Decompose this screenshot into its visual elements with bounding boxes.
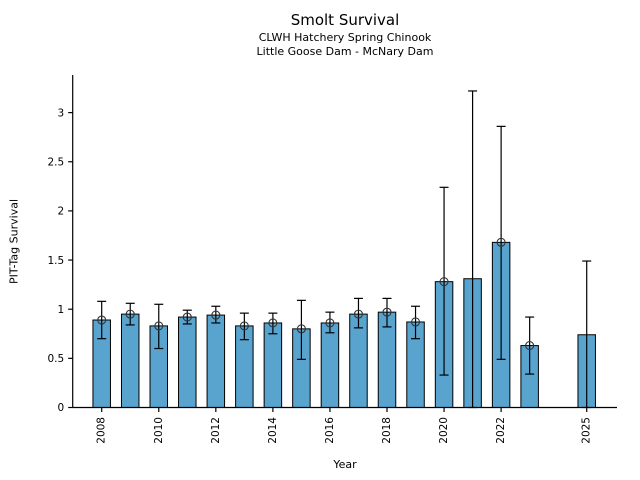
- point-marker-2015: [296, 324, 306, 334]
- bar-2014: [263, 322, 283, 409]
- point-marker-2019: [410, 317, 421, 327]
- y-tick-label-1.5: 1.5: [47, 255, 64, 267]
- bar-2012: [206, 314, 226, 408]
- x-tick-label-2014: 2014: [267, 417, 279, 444]
- point-marker-2012: [211, 310, 221, 320]
- y-tick-label-2: 2: [58, 206, 65, 218]
- y-tick-label-0.5: 0.5: [47, 353, 64, 365]
- point-marker-2010: [154, 321, 164, 331]
- chart-subtitle-reach: Little Goose Dam - McNary Dam: [256, 45, 434, 58]
- x-tick-label-2008: 2008: [96, 417, 108, 444]
- x-axis-label: Year: [333, 458, 357, 471]
- point-marker-2008: [97, 315, 107, 325]
- point-marker-2009: [125, 309, 135, 319]
- bar-2016: [320, 322, 340, 409]
- point-marker-2017: [353, 309, 364, 319]
- point-marker-2023: [525, 341, 535, 351]
- point-marker-2013: [239, 321, 249, 331]
- x-tick-label-2022: 2022: [495, 417, 507, 444]
- y-tick-label-2.5: 2.5: [47, 156, 64, 168]
- x-tick-label-2025: 2025: [581, 417, 593, 444]
- point-marker-2011: [182, 312, 192, 322]
- y-tick-label-0: 0: [58, 402, 65, 414]
- chart-subtitle-stock: CLWH Hatchery Spring Chinook: [258, 31, 432, 44]
- x-tick-label-2012: 2012: [210, 417, 222, 444]
- y-tick-label-3: 3: [58, 107, 65, 119]
- x-tick-label-2016: 2016: [324, 417, 336, 444]
- x-tick-label-2018: 2018: [381, 417, 393, 444]
- chart-title: Smolt Survival: [290, 11, 400, 29]
- y-tick-label-1: 1: [58, 304, 65, 316]
- x-tick-label-2010: 2010: [153, 417, 165, 444]
- x-tick-label-2020: 2020: [438, 417, 450, 444]
- point-marker-2016: [325, 318, 335, 328]
- bar-2011: [178, 316, 197, 408]
- point-marker-2022: [496, 237, 506, 247]
- bar-2009: [120, 313, 140, 408]
- point-marker-2018: [382, 307, 392, 317]
- point-marker-2020: [439, 277, 449, 287]
- point-marker-2014: [268, 318, 278, 328]
